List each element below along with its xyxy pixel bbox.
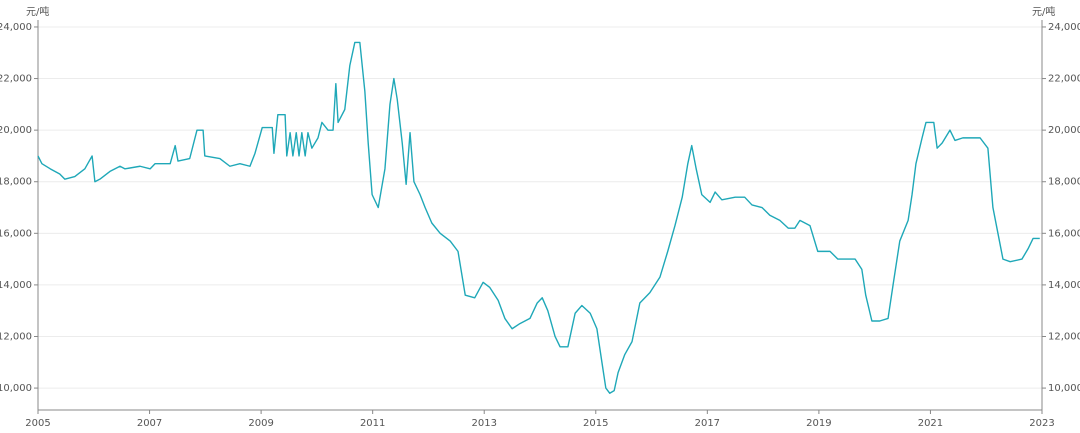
x-tick-label: 2017 [695, 418, 720, 429]
y-tick-label: 12,000 [0, 331, 32, 342]
y-tick-label: 22,000 [0, 74, 32, 85]
y2-tick-label: 14,000 [1048, 280, 1080, 291]
y2-tick-label: 22,000 [1048, 74, 1080, 85]
y-tick-label: 20,000 [0, 125, 32, 136]
y-tick-label: 16,000 [0, 228, 32, 239]
series-line [37, 41, 1040, 394]
y2-axis-unit: 元/吨 [1032, 5, 1055, 18]
y2-tick-label: 24,000 [1048, 22, 1080, 33]
y2-tick-label: 16,000 [1048, 228, 1080, 239]
x-tick-label: 2015 [583, 418, 608, 429]
x-tick-label: 2007 [137, 418, 162, 429]
y-axis-unit: 元/吨 [26, 5, 49, 18]
y-tick-label: 24,000 [0, 22, 32, 33]
x-tick-label: 2019 [806, 418, 831, 429]
y-tick-label: 10,000 [0, 383, 32, 394]
x-tick-label: 2009 [248, 418, 273, 429]
y-tick-label: 14,000 [0, 280, 32, 291]
y2-tick-label: 12,000 [1048, 331, 1080, 342]
x-tick-label: 2005 [25, 418, 50, 429]
y2-tick-label: 20,000 [1048, 125, 1080, 136]
y2-tick-label: 10,000 [1048, 383, 1080, 394]
y-tick-label: 18,000 [0, 177, 32, 188]
x-tick-label: 2013 [471, 418, 496, 429]
x-tick-label: 2011 [360, 418, 385, 429]
x-tick-label: 2023 [1029, 418, 1054, 429]
x-tick-label: 2021 [918, 418, 943, 429]
y2-tick-label: 18,000 [1048, 177, 1080, 188]
